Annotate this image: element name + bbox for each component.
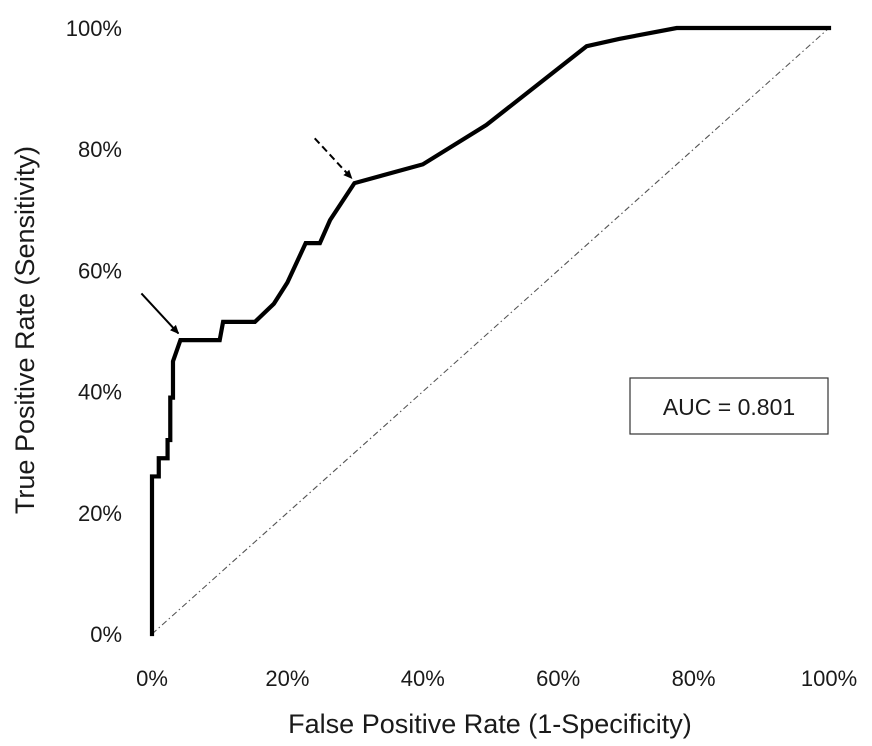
x-tick-label: 60%: [536, 666, 580, 691]
reference-diagonal-line: [151, 27, 830, 635]
x-tick-label: 80%: [672, 666, 716, 691]
y-tick-label: 100%: [66, 16, 122, 41]
curve-layer: [149, 25, 832, 637]
x-axis-title: False Positive Rate (1-Specificity): [288, 709, 692, 739]
roc-curve-line: [149, 25, 832, 637]
y-tick-label: 80%: [78, 137, 122, 162]
x-tick-label: 40%: [401, 666, 445, 691]
arrow-layer: [140, 137, 353, 335]
y-tick-label: 0%: [90, 622, 122, 647]
auc-label: AUC = 0.801: [663, 394, 795, 420]
x-tick-label: 0%: [136, 666, 168, 691]
x-tick-labels: 0% 20% 40% 60% 80% 100%: [136, 666, 857, 691]
y-tick-label: 40%: [78, 380, 122, 405]
y-tick-label: 20%: [78, 501, 122, 526]
x-tick-label: 20%: [265, 666, 309, 691]
dashed-arrow: [313, 137, 353, 180]
diagonal-layer: [151, 27, 830, 635]
y-axis-title: True Positive Rate (Sensitivity): [10, 146, 40, 514]
x-tick-label: 100%: [801, 666, 857, 691]
y-tick-label: 60%: [78, 258, 122, 283]
solid-arrow: [140, 292, 180, 335]
y-tick-labels: 0% 20% 40% 60% 80% 100%: [66, 16, 122, 647]
auc-box: AUC = 0.801: [629, 377, 829, 435]
